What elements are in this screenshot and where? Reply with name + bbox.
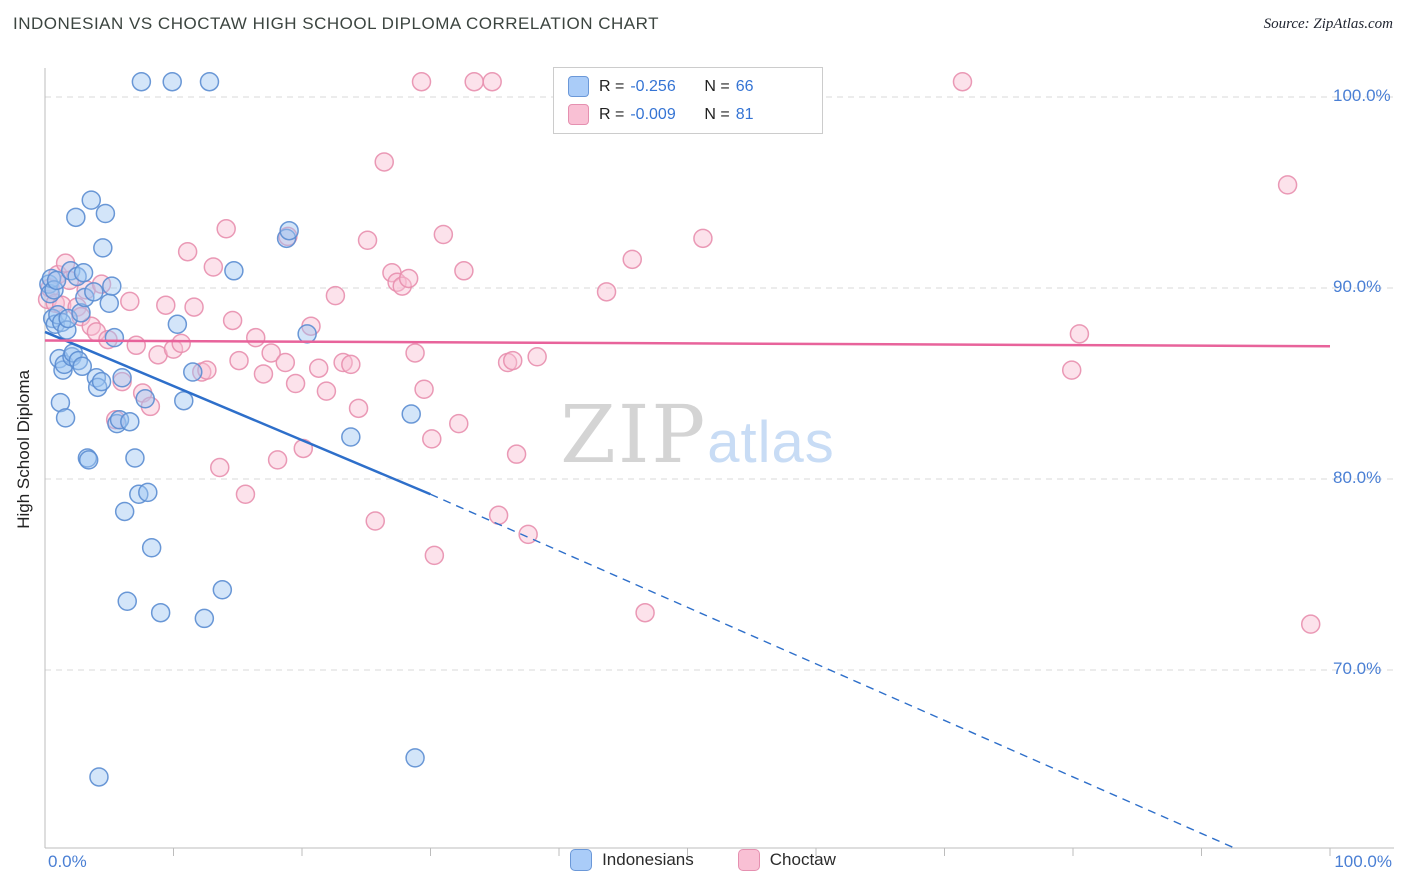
legend-row-choctaw: R = -0.009 N = 81 [568,104,808,125]
source-label: Source: ZipAtlas.com [1263,16,1393,32]
bottom-legend: Indonesians Choctaw [0,849,1406,871]
n-label: N = [704,77,730,95]
legend-box: R = -0.256 N = 66 R = -0.009 N = 81 [553,67,823,134]
legend-label-choctaw: Choctaw [769,850,836,869]
r-value: -0.256 [630,77,676,95]
watermark-zip: ZIP [560,388,708,481]
y-tick-100: 100.0% [1333,86,1391,105]
choctaw-swatch-icon [568,104,589,125]
choctaw-swatch-icon [737,849,760,871]
n-value: 66 [735,77,754,95]
indonesians-swatch-icon [568,76,589,97]
watermark-atlas: atlas [707,410,835,475]
legend-label-indonesians: Indonesians [602,850,694,869]
y-tick-90: 90.0% [1333,277,1382,296]
indonesians-swatch-icon [570,849,593,871]
x-tick-max: 100.0% [1334,852,1392,871]
legend-item-choctaw: Choctaw [737,849,836,871]
page-title: INDONESIAN VS CHOCTAW HIGH SCHOOL DIPLOM… [13,14,659,33]
r-label: R = [599,77,625,95]
watermark: ZIP atlas [560,388,835,481]
n-label: N = [704,105,730,123]
y-axis-label: High School Diploma [14,370,33,529]
n-value: 81 [735,105,754,123]
y-tick-80: 80.0% [1333,468,1382,487]
y-tick-70: 70.0% [1333,659,1382,678]
r-label: R = [599,105,625,123]
legend-item-indonesians: Indonesians [570,849,694,871]
r-value: -0.009 [630,105,676,123]
x-tick-min: 0.0% [48,852,87,871]
legend-row-indonesians: R = -0.256 N = 66 [568,76,808,97]
